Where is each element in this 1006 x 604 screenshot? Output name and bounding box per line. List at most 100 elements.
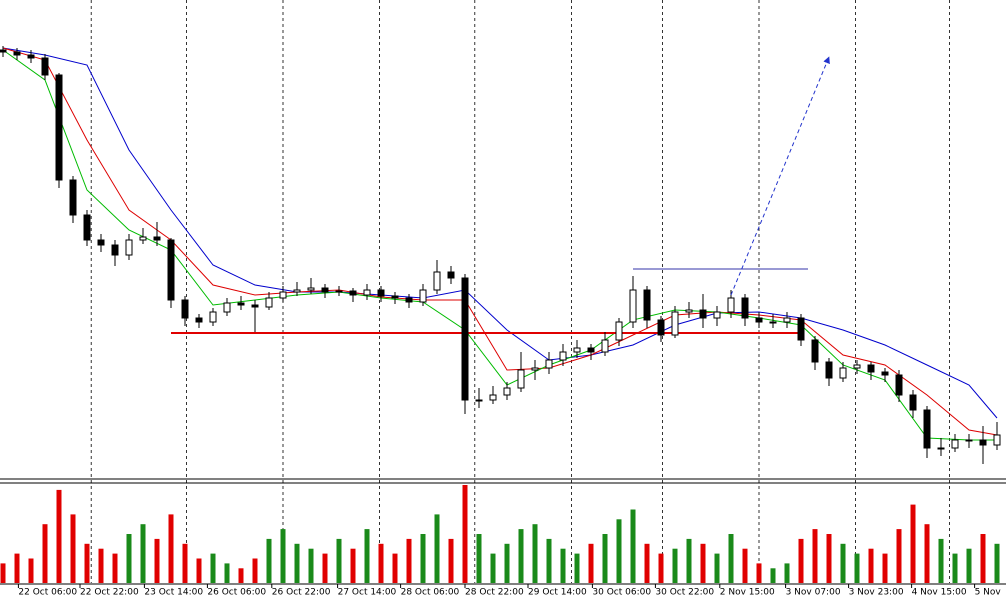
volume-bar: [644, 543, 650, 583]
candle-body: [853, 364, 861, 369]
volume-bar: [504, 543, 510, 583]
volume-bar: [658, 553, 664, 583]
candle-body: [335, 290, 343, 293]
volume-bar: [742, 548, 748, 583]
volume-bar: [0, 563, 6, 583]
volume-bar: [980, 534, 986, 583]
volume-bar: [966, 548, 972, 583]
volume-bar: [336, 538, 342, 583]
candle-body: [685, 309, 693, 313]
volume-bar: [630, 509, 636, 583]
volume-bar: [350, 548, 356, 583]
candle-body: [349, 290, 357, 296]
candle-body: [461, 277, 469, 401]
volume-bar: [196, 558, 202, 583]
x-tick-label: 23 Oct 14:00: [144, 588, 203, 598]
volume-bar: [938, 538, 944, 583]
x-tick-label: 29 Oct 14:00: [528, 588, 587, 598]
candle-body: [97, 239, 105, 246]
candle-body: [699, 309, 707, 319]
volume-bar: [812, 529, 818, 583]
volume-bar: [378, 543, 384, 583]
candle-body: [111, 244, 119, 256]
candle-body: [979, 439, 987, 446]
volume-bar: [84, 543, 90, 583]
candle-body: [839, 367, 847, 379]
candle-body: [237, 302, 245, 306]
x-tick-label: 22 Oct 06:00: [18, 588, 77, 598]
volume-bar: [224, 563, 230, 583]
candle-body: [363, 289, 371, 296]
trend-arrow: [730, 56, 830, 296]
candle-body: [573, 347, 581, 353]
candle-body: [209, 311, 217, 323]
candle-body: [181, 299, 189, 319]
volume-bar: [364, 529, 370, 583]
candle-body: [0, 49, 7, 53]
volume-bar: [826, 534, 832, 583]
x-tick-label: 30 Oct 22:00: [655, 588, 714, 598]
candle-body: [881, 371, 889, 376]
volume-bar: [490, 553, 496, 583]
candle-body: [167, 239, 175, 301]
volume-bar: [154, 538, 160, 583]
candle-body: [741, 297, 749, 319]
volume-bar: [686, 538, 692, 583]
volume-bar: [868, 548, 874, 583]
volume-bar: [406, 538, 412, 583]
candle-body: [951, 439, 959, 449]
volume-bar: [70, 514, 76, 583]
x-tick-label: 26 Oct 06:00: [207, 588, 266, 598]
candle-body: [265, 297, 273, 308]
volume-bar: [546, 538, 552, 583]
volume-bar: [616, 519, 622, 583]
candle-body: [909, 394, 917, 411]
volume-bar: [294, 543, 300, 583]
candle-body: [377, 289, 385, 297]
x-tick-label: 3 Nov 23:00: [849, 588, 904, 598]
candle-body: [587, 347, 595, 353]
volume-bar: [700, 543, 706, 583]
x-tick-label: 28 Oct 06:00: [401, 588, 460, 598]
candle-body: [251, 304, 259, 308]
x-tick-label: 30 Oct 06:00: [592, 588, 651, 598]
candle-body: [713, 311, 721, 319]
candle-body: [489, 394, 497, 401]
volume-bar: [924, 524, 930, 583]
volume-bar: [98, 548, 104, 583]
x-tick-label: 28 Oct 22:00: [465, 588, 524, 598]
volume-bar: [994, 543, 1000, 583]
candle-body: [41, 57, 49, 76]
candle-body: [657, 319, 665, 336]
volume-bar: [476, 534, 482, 583]
candle-body: [811, 339, 819, 363]
volume-bar: [560, 548, 566, 583]
candle-body: [27, 54, 35, 59]
volume-bar: [434, 514, 440, 583]
volume-bar: [756, 563, 762, 583]
moving-average: [2, 47, 998, 419]
candle-body: [83, 214, 91, 241]
volume-bar: [266, 538, 272, 583]
volume-bar: [126, 534, 132, 583]
candle-body: [195, 317, 203, 323]
candle-body: [671, 311, 679, 336]
candle-body: [783, 317, 791, 323]
volume-bar: [784, 563, 790, 583]
volume-bar: [420, 534, 426, 583]
volume-bar: [672, 548, 678, 583]
candle-body: [923, 409, 931, 449]
volume-bar: [14, 553, 20, 583]
volume-bar: [574, 553, 580, 583]
candle-body: [545, 359, 553, 369]
x-tick-label: 3 Nov 07:00: [786, 588, 841, 598]
moving-average: [2, 49, 997, 441]
candle-body: [727, 297, 735, 313]
volume-bar: [896, 529, 902, 583]
x-tick-label: 27 Oct 14:00: [338, 588, 397, 598]
volume-bar: [28, 558, 34, 583]
volume-bar: [308, 548, 314, 583]
volume-bar: [714, 553, 720, 583]
candle-body: [125, 239, 133, 256]
